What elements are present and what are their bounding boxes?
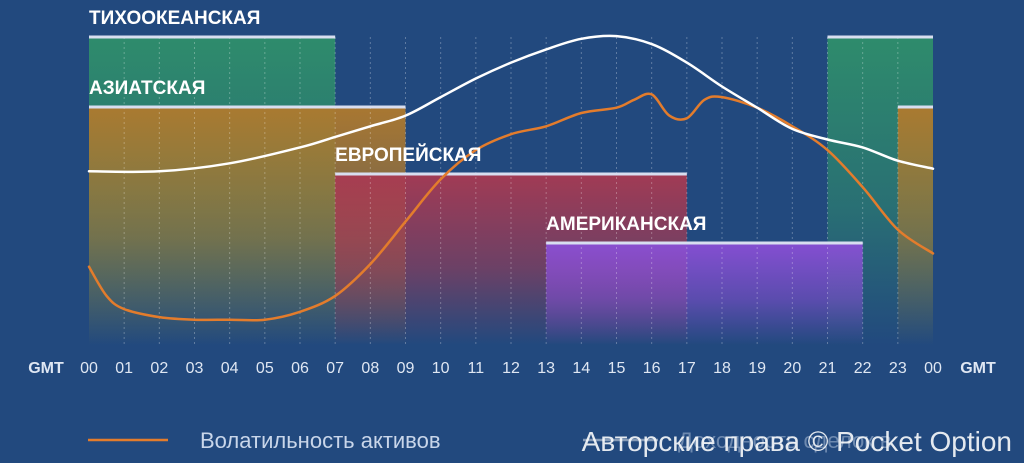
x-tick-label-16: 16 xyxy=(643,360,661,377)
x-tick-label-23: 23 xyxy=(889,360,907,377)
x-tick-label-6: 06 xyxy=(291,360,309,377)
session-label-pacific: ТИХООКЕАНСКАЯ xyxy=(89,8,260,29)
session-bars xyxy=(89,35,933,245)
x-tick-label-13: 13 xyxy=(537,360,555,377)
x-tick-label-20: 20 xyxy=(783,360,801,377)
copyright-watermark: Авторские права © Pocket Option xyxy=(582,426,1012,457)
x-tick-label-14: 14 xyxy=(572,360,590,377)
x-tick-label-9: 09 xyxy=(397,360,415,377)
x-tick-label-8: 08 xyxy=(361,360,379,377)
hour-gridlines xyxy=(123,37,899,345)
session-blocks xyxy=(89,37,933,345)
session-block-asian-1 xyxy=(897,107,933,345)
x-tick-label-22: 22 xyxy=(854,360,872,377)
x-tick-label-21: 21 xyxy=(819,360,837,377)
x-axis: GMT GMT 00 01 02 03 04 05 06 07 08 09 10 11 12 13 14 15… xyxy=(28,360,996,377)
watermark: Доходность сделок в Авторские права © Po… xyxy=(582,426,1012,457)
series-lines xyxy=(87,34,935,322)
x-tick-label-12: 12 xyxy=(502,360,520,377)
x-tick-label-17: 17 xyxy=(678,360,696,377)
x-tick-label-0: 00 xyxy=(80,360,98,377)
x-tick-label-24: 00 xyxy=(924,360,942,377)
x-tick-label-10: 10 xyxy=(432,360,450,377)
x-tick-label-2: 02 xyxy=(150,360,168,377)
session-label-american: АМЕРИКАНСКАЯ xyxy=(546,214,706,235)
session-label-asian: АЗИАТСКАЯ xyxy=(89,78,205,99)
x-tick-label-5: 05 xyxy=(256,360,274,377)
x-axis-label-left: GMT xyxy=(28,360,64,377)
session-label-european: ЕВРОПЕЙСКАЯ xyxy=(335,144,481,166)
legend-label-volatility: Волатильность активов xyxy=(200,428,441,453)
series-line-activity xyxy=(87,34,935,174)
x-tick-label-4: 04 xyxy=(221,360,239,377)
x-tick-label-15: 15 xyxy=(608,360,626,377)
x-tick-label-3: 03 xyxy=(186,360,204,377)
x-axis-label-right: GMT xyxy=(960,360,996,377)
series-line-volatility xyxy=(87,92,935,322)
x-tick-label-18: 18 xyxy=(713,360,731,377)
x-tick-label-1: 01 xyxy=(115,360,133,377)
legend: Волатильность активов xyxy=(88,428,441,453)
session-labels: ТИХООКЕАНСКАЯ АЗИАТСКАЯ ЕВРОПЕЙСКАЯ АМЕРИКА… xyxy=(89,8,706,235)
x-tick-label-19: 19 xyxy=(748,360,766,377)
overlapping-caption: Доходность сделок в xyxy=(678,428,892,453)
x-tick-label-7: 07 xyxy=(326,360,344,377)
x-tick-label-11: 11 xyxy=(468,360,485,377)
session-block-american-0 xyxy=(546,243,863,345)
